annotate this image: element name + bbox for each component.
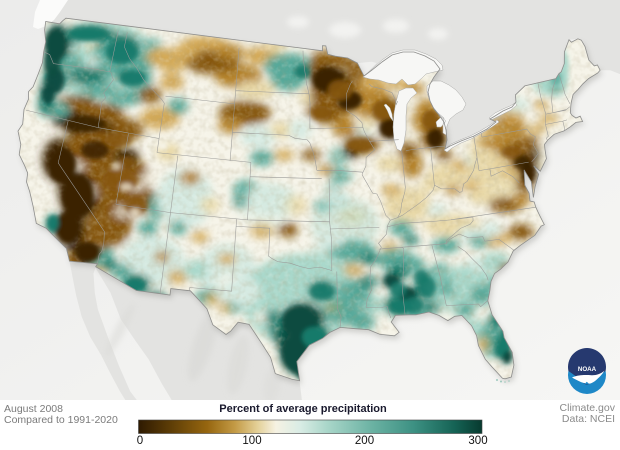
- svg-text:0: 0: [137, 435, 143, 447]
- svg-text:Data: NCEI: Data: NCEI: [562, 413, 615, 425]
- svg-text:NOAA: NOAA: [578, 366, 597, 373]
- svg-text:August 2008: August 2008: [4, 403, 63, 415]
- svg-text:200: 200: [355, 435, 374, 447]
- svg-text:300: 300: [468, 435, 487, 447]
- svg-text:Percent of average precipitati: Percent of average precipitation: [219, 403, 387, 415]
- svg-text:Compared to 1991-2020: Compared to 1991-2020: [4, 414, 118, 426]
- svg-text:100: 100: [242, 435, 261, 447]
- svg-text:Climate.gov: Climate.gov: [560, 402, 616, 414]
